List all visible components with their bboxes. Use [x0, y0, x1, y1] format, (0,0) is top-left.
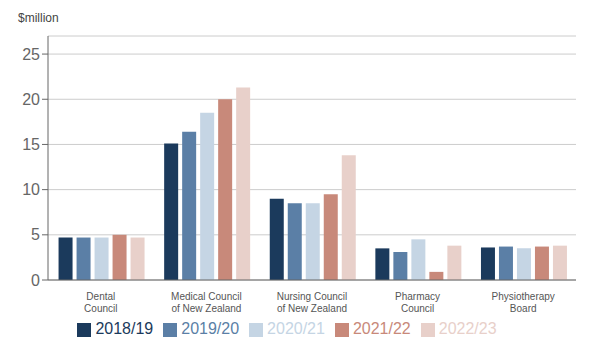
html-text:2020/21: 2020/21 [267, 320, 325, 337]
html-text:2022/23: 2022/23 [438, 320, 497, 337]
html-text:2018/19: 2018/19 [95, 320, 154, 337]
svg-text:PhysiotherapyBoard: PhysiotherapyBoard [492, 291, 555, 314]
svg-text:20: 20 [22, 91, 40, 108]
svg-text:5: 5 [31, 226, 40, 243]
html-text:2021/22: 2021/22 [352, 320, 411, 337]
svg-text:15: 15 [22, 136, 40, 153]
html-text:$million: $million [18, 11, 59, 25]
svg-text:10: 10 [22, 181, 40, 198]
html-text:2019/20: 2019/20 [181, 320, 240, 337]
svg-text:25: 25 [22, 46, 40, 63]
svg-text:0: 0 [31, 272, 40, 289]
svg-text:PharmacyCouncil: PharmacyCouncil [395, 291, 440, 314]
svg-text:Medical Councilof New Zealand: Medical Councilof New Zealand [171, 291, 242, 314]
svg-text:DentalCouncil: DentalCouncil [84, 291, 117, 314]
svg-text:Nursing Councilof New Zealand: Nursing Councilof New Zealand [277, 291, 348, 314]
